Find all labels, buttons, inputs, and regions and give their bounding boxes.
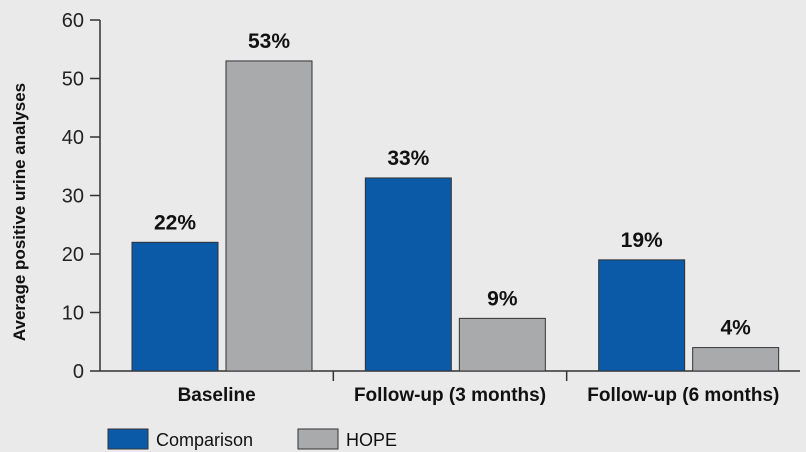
x-axis: Baseline Follow-up (3 months) Follow-up (6…: [100, 370, 800, 406]
bar-comparison: [598, 259, 686, 372]
bar-comparison: [131, 241, 219, 372]
data-label: 4%: [720, 317, 751, 340]
legend-swatch: [107, 428, 149, 450]
data-label: 22%: [154, 211, 196, 234]
x-category-label: Follow-up (6 months): [587, 385, 779, 406]
legend-swatch: [297, 428, 339, 450]
bar-hope: [692, 347, 780, 372]
x-category-label: Baseline: [178, 385, 256, 406]
data-label: 19%: [621, 229, 663, 252]
y-tick-label: 10: [62, 303, 84, 325]
y-tick-label: 20: [62, 244, 84, 266]
bar-comparison: [364, 177, 452, 372]
bar-hope: [458, 317, 546, 372]
y-tick-label: 50: [62, 69, 84, 91]
y-axis-label: Average positive urine analyses: [10, 83, 29, 341]
y-tick-label: 60: [62, 10, 84, 32]
bars: [131, 60, 780, 372]
legend: Comparison HOPE: [107, 428, 397, 450]
y-axis: 0 10 20 30 40 50 60: [62, 10, 101, 383]
y-tick-label: 0: [73, 361, 84, 383]
data-label: 9%: [487, 287, 518, 310]
y-tick-label: 30: [62, 186, 84, 208]
data-label: 33%: [387, 147, 429, 170]
x-category-label: Follow-up (3 months): [354, 385, 546, 406]
bar-hope: [225, 60, 313, 372]
legend-label: HOPE: [346, 430, 397, 450]
data-labels: 22% 33% 19% 53% 9% 4%: [154, 30, 751, 340]
data-label: 53%: [248, 30, 290, 53]
legend-label: Comparison: [156, 430, 253, 450]
y-tick-label: 40: [62, 127, 84, 149]
